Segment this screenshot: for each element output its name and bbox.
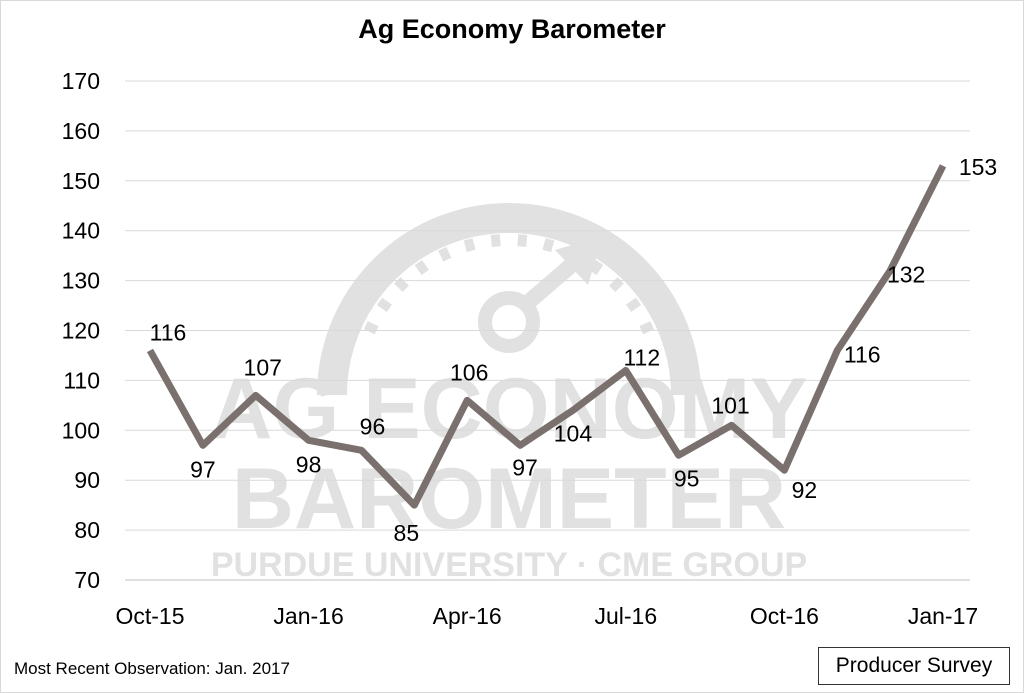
- data-label: 97: [512, 454, 538, 480]
- data-label: 104: [554, 420, 593, 446]
- gauge-tick: [609, 277, 624, 292]
- x-tick-label: Apr-16: [433, 603, 502, 629]
- data-labels: 116 97 107 98 96 85 106 97 104 112 95 101 92 116 132 15…: [150, 154, 998, 546]
- series-line: [146, 164, 947, 509]
- chart-title: Ag Economy Barometer: [358, 14, 666, 44]
- data-label: 153: [959, 154, 997, 180]
- data-label: 101: [711, 392, 749, 418]
- x-tick-label: Jul-16: [594, 603, 657, 629]
- data-label: 96: [360, 413, 386, 439]
- gauge-tick: [589, 259, 604, 275]
- gauge-tick: [542, 238, 555, 253]
- data-label: 85: [394, 520, 420, 546]
- x-tick-label: Oct-15: [115, 603, 184, 629]
- y-tick-label: 110: [63, 367, 100, 393]
- data-label: 132: [887, 262, 925, 288]
- y-tick-label: 100: [62, 417, 100, 443]
- series-layer: [146, 164, 947, 509]
- x-tick-label: Jan-16: [273, 603, 343, 629]
- gauge-tick: [363, 321, 379, 335]
- x-tick-label: Jan-17: [908, 603, 978, 629]
- data-label: 112: [623, 344, 660, 370]
- data-label: 92: [792, 477, 818, 503]
- gauge-tick: [376, 297, 392, 312]
- y-axis-ticks: 70 80 90 100 110 120 130 140 150 160 170: [62, 68, 100, 593]
- y-tick-label: 150: [62, 168, 100, 194]
- data-label: 95: [674, 465, 700, 491]
- data-label: 106: [450, 359, 488, 385]
- y-tick-label: 120: [62, 318, 100, 344]
- gauge-tick: [517, 234, 528, 247]
- gauge-tick: [490, 234, 501, 247]
- y-tick-label: 130: [62, 268, 100, 294]
- data-label: 97: [190, 456, 216, 482]
- y-tick-label: 170: [62, 68, 100, 94]
- watermark-line-2: BAROMETER: [232, 451, 786, 547]
- gauge-tick: [626, 297, 642, 312]
- gauge-tick: [639, 321, 655, 335]
- producer-survey-label: Producer Survey: [818, 647, 1010, 685]
- data-label: 116: [150, 319, 187, 345]
- gauge-needle-icon: [518, 255, 581, 313]
- gauge-tick: [414, 259, 429, 275]
- producer-survey-text: Producer Survey: [835, 654, 993, 677]
- data-label: 98: [296, 451, 322, 477]
- x-tick-label: Oct-16: [750, 603, 819, 629]
- y-tick-label: 70: [74, 567, 100, 593]
- data-label: 116: [844, 341, 881, 367]
- y-tick-label: 160: [62, 118, 100, 144]
- gauge-tick: [438, 246, 452, 262]
- footer-note: Most Recent Observation: Jan. 2017: [14, 659, 290, 678]
- y-tick-label: 90: [74, 467, 100, 493]
- gauge-tick: [394, 277, 409, 292]
- gauge-hub-icon: [478, 291, 540, 353]
- data-label: 107: [244, 354, 282, 380]
- gauge-arc-icon: [317, 203, 701, 396]
- gauge-tick: [463, 238, 476, 253]
- y-tick-label: 140: [62, 218, 100, 244]
- x-axis-ticks: Oct-15 Jan-16 Apr-16 Jul-16 Oct-16 Jan-17: [115, 603, 978, 629]
- watermark-line-3: PURDUE UNIVERSITY · CME GROUP: [211, 546, 807, 584]
- y-tick-label: 80: [74, 517, 100, 543]
- gauge-ticks-icon: [363, 234, 655, 335]
- gauge-arrowhead-icon: [555, 236, 603, 285]
